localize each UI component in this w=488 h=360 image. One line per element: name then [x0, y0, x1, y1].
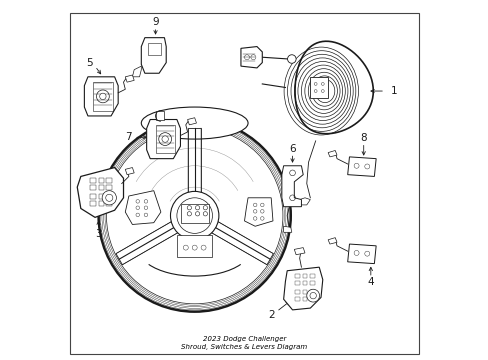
- Bar: [90, 178, 96, 183]
- Circle shape: [96, 90, 109, 103]
- Bar: [90, 194, 96, 198]
- Bar: [155, 111, 164, 120]
- Circle shape: [162, 136, 168, 142]
- Bar: [309, 274, 314, 278]
- Circle shape: [144, 199, 147, 203]
- Circle shape: [100, 93, 106, 100]
- Bar: [295, 281, 300, 285]
- Bar: [106, 185, 112, 190]
- Circle shape: [187, 206, 191, 210]
- Text: 1: 1: [389, 86, 396, 96]
- Bar: [302, 281, 307, 285]
- Circle shape: [105, 194, 113, 201]
- Bar: [309, 297, 314, 301]
- Circle shape: [144, 206, 147, 210]
- Circle shape: [253, 203, 256, 207]
- Circle shape: [99, 120, 290, 312]
- Text: 9: 9: [152, 17, 159, 27]
- Circle shape: [260, 217, 264, 220]
- Polygon shape: [125, 167, 134, 175]
- Polygon shape: [244, 198, 272, 226]
- Circle shape: [309, 292, 316, 299]
- Polygon shape: [294, 248, 305, 255]
- Bar: [99, 178, 104, 183]
- Polygon shape: [283, 226, 291, 232]
- Circle shape: [201, 245, 205, 250]
- Circle shape: [260, 210, 264, 213]
- Polygon shape: [132, 66, 141, 77]
- Circle shape: [136, 199, 139, 203]
- Bar: [309, 281, 314, 285]
- Polygon shape: [125, 75, 134, 82]
- Bar: [302, 290, 307, 294]
- Bar: [99, 185, 104, 190]
- Circle shape: [136, 206, 139, 210]
- Circle shape: [177, 198, 212, 233]
- Circle shape: [144, 213, 147, 217]
- Polygon shape: [347, 244, 375, 264]
- Polygon shape: [241, 46, 262, 68]
- Circle shape: [203, 206, 207, 210]
- Polygon shape: [187, 118, 196, 125]
- Circle shape: [106, 127, 283, 304]
- Circle shape: [253, 217, 256, 220]
- Bar: [177, 235, 212, 257]
- Bar: [302, 274, 307, 278]
- Bar: [148, 43, 161, 55]
- Polygon shape: [294, 41, 372, 134]
- Circle shape: [203, 212, 207, 216]
- Polygon shape: [77, 167, 123, 217]
- Polygon shape: [281, 166, 303, 207]
- Bar: [90, 201, 96, 206]
- Polygon shape: [283, 267, 322, 310]
- Bar: [309, 290, 314, 294]
- Ellipse shape: [141, 107, 247, 139]
- Circle shape: [159, 133, 171, 145]
- Polygon shape: [327, 150, 336, 157]
- Text: 3: 3: [95, 229, 102, 239]
- Circle shape: [195, 206, 199, 210]
- Bar: [295, 297, 300, 301]
- Circle shape: [136, 213, 139, 217]
- Text: 2: 2: [268, 310, 275, 320]
- Circle shape: [287, 55, 296, 63]
- Text: 5: 5: [86, 58, 93, 68]
- Circle shape: [253, 210, 256, 213]
- Polygon shape: [84, 77, 118, 116]
- Bar: [295, 290, 300, 294]
- Circle shape: [195, 212, 199, 216]
- Bar: [99, 194, 104, 198]
- Bar: [155, 125, 175, 153]
- Circle shape: [187, 212, 191, 216]
- Bar: [106, 201, 112, 206]
- Circle shape: [102, 191, 116, 205]
- Bar: [106, 194, 112, 198]
- Bar: [106, 178, 112, 183]
- Polygon shape: [141, 38, 166, 73]
- Circle shape: [260, 203, 264, 207]
- Polygon shape: [125, 191, 161, 225]
- Polygon shape: [299, 198, 310, 205]
- Circle shape: [170, 192, 219, 240]
- Bar: [99, 201, 104, 206]
- Polygon shape: [327, 238, 336, 244]
- Text: 8: 8: [360, 133, 366, 143]
- Bar: [93, 82, 113, 111]
- Circle shape: [306, 289, 319, 302]
- Text: 7: 7: [125, 132, 132, 142]
- Bar: [302, 297, 307, 301]
- Bar: [90, 185, 96, 190]
- Bar: [295, 274, 300, 278]
- Text: 6: 6: [288, 144, 295, 154]
- Text: 4: 4: [367, 278, 373, 288]
- Circle shape: [192, 245, 197, 250]
- Circle shape: [183, 245, 188, 250]
- Polygon shape: [347, 157, 375, 176]
- Bar: [310, 77, 327, 98]
- Bar: [181, 204, 208, 224]
- Text: 2023 Dodge Challenger
Shroud, Switches & Levers Diagram: 2023 Dodge Challenger Shroud, Switches &…: [181, 336, 307, 350]
- Polygon shape: [146, 120, 180, 159]
